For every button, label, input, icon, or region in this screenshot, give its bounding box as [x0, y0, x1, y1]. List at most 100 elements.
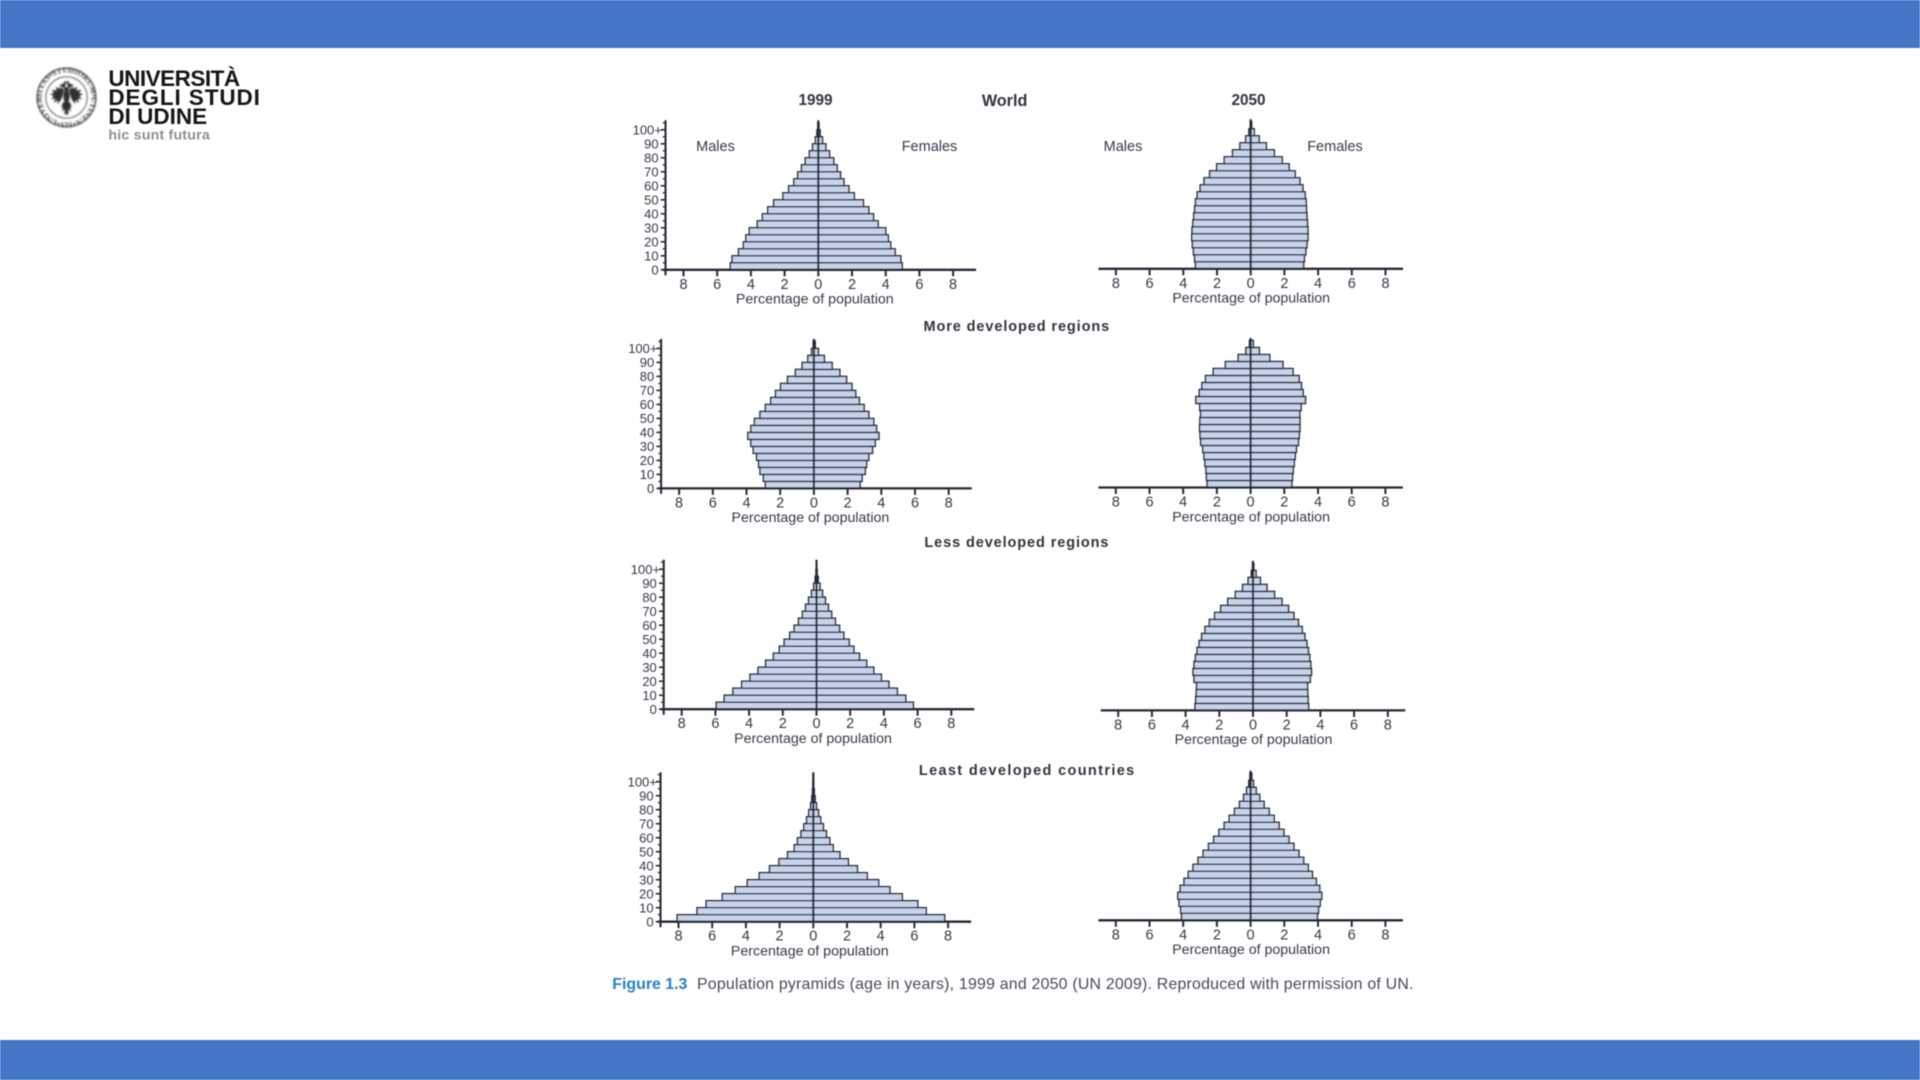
svg-text:8: 8 [945, 495, 953, 511]
svg-text:2: 2 [1213, 276, 1221, 292]
svg-text:4: 4 [1314, 927, 1322, 943]
svg-text:Females: Females [902, 139, 958, 155]
svg-text:10: 10 [640, 467, 654, 482]
svg-text:2050: 2050 [1231, 92, 1265, 109]
svg-text:20: 20 [639, 886, 653, 901]
svg-text:6: 6 [915, 277, 923, 293]
svg-text:8: 8 [1381, 276, 1389, 292]
svg-text:4: 4 [880, 716, 888, 732]
svg-text:Percentage of population: Percentage of population [732, 510, 890, 526]
svg-text:World: World [982, 92, 1028, 110]
svg-text:30: 30 [642, 660, 656, 675]
svg-text:20: 20 [644, 235, 658, 250]
svg-text:6: 6 [1348, 927, 1356, 943]
svg-text:90: 90 [644, 137, 658, 152]
svg-text:70: 70 [639, 816, 653, 831]
svg-text:4: 4 [1179, 495, 1187, 511]
svg-text:8: 8 [947, 716, 955, 732]
svg-text:6: 6 [1348, 495, 1356, 511]
svg-text:8: 8 [679, 277, 687, 293]
svg-text:4: 4 [1316, 717, 1324, 733]
svg-text:0: 0 [1247, 276, 1255, 292]
svg-text:8: 8 [1381, 495, 1389, 511]
svg-text:6: 6 [709, 495, 717, 511]
svg-text:0: 0 [647, 481, 654, 496]
svg-text:4: 4 [877, 929, 885, 945]
svg-text:0: 0 [646, 914, 653, 929]
svg-text:50: 50 [644, 193, 658, 208]
svg-text:6: 6 [1145, 927, 1153, 943]
svg-text:2: 2 [1280, 276, 1288, 292]
svg-text:4: 4 [877, 495, 885, 511]
svg-text:50: 50 [642, 632, 656, 647]
svg-text:30: 30 [644, 221, 658, 236]
svg-text:8: 8 [675, 495, 683, 511]
svg-text:6: 6 [708, 929, 716, 945]
svg-text:6: 6 [1348, 276, 1356, 292]
svg-text:0: 0 [810, 495, 818, 511]
svg-text:6: 6 [1145, 495, 1153, 511]
svg-text:2: 2 [776, 929, 784, 945]
svg-text:1999: 1999 [798, 92, 832, 109]
svg-text:2: 2 [848, 277, 856, 293]
svg-text:6: 6 [713, 277, 721, 293]
svg-text:2: 2 [846, 716, 854, 732]
svg-text:70: 70 [642, 604, 656, 619]
svg-text:100+: 100+ [628, 774, 657, 789]
svg-text:Females: Females [1307, 139, 1363, 155]
svg-text:DI UDINE: DI UDINE [108, 104, 207, 129]
svg-text:8: 8 [1112, 927, 1120, 943]
svg-text:6: 6 [911, 495, 919, 511]
svg-text:0: 0 [1247, 927, 1255, 943]
svg-text:6: 6 [914, 716, 922, 732]
svg-text:4: 4 [747, 277, 755, 293]
svg-text:30: 30 [640, 439, 654, 454]
svg-text:40: 40 [642, 646, 656, 661]
svg-text:6: 6 [711, 716, 719, 732]
svg-text:100+: 100+ [633, 123, 662, 138]
svg-text:4: 4 [882, 277, 890, 293]
svg-text:6: 6 [1350, 717, 1358, 733]
svg-text:8: 8 [674, 929, 682, 945]
svg-text:Percentage of population: Percentage of population [736, 292, 894, 308]
svg-text:50: 50 [639, 844, 653, 859]
svg-text:4: 4 [1314, 495, 1322, 511]
svg-text:60: 60 [642, 618, 656, 633]
svg-text:100+: 100+ [628, 341, 657, 356]
svg-text:8: 8 [949, 277, 957, 293]
svg-text:40: 40 [640, 425, 654, 440]
svg-text:90: 90 [642, 576, 656, 591]
svg-text:80: 80 [639, 802, 653, 817]
svg-text:60: 60 [639, 830, 653, 845]
svg-text:40: 40 [639, 858, 653, 873]
svg-text:10: 10 [642, 688, 656, 703]
svg-text:2: 2 [779, 716, 787, 732]
svg-text:4: 4 [742, 495, 750, 511]
svg-text:60: 60 [640, 397, 654, 412]
svg-text:8: 8 [1381, 927, 1389, 943]
svg-text:0: 0 [1249, 717, 1257, 733]
svg-text:2: 2 [1213, 495, 1221, 511]
svg-text:0: 0 [812, 716, 820, 732]
svg-text:2: 2 [844, 495, 852, 511]
svg-text:70: 70 [640, 383, 654, 398]
svg-text:2: 2 [776, 495, 784, 511]
svg-text:Percentage of population: Percentage of population [1172, 291, 1330, 307]
svg-text:UNIVERSITÀ: UNIVERSITÀ [108, 66, 240, 91]
svg-text:Least developed countries: Least developed countries [919, 763, 1136, 779]
svg-text:8: 8 [1112, 276, 1120, 292]
svg-text:2: 2 [781, 277, 789, 293]
svg-text:2: 2 [1283, 717, 1291, 733]
svg-text:0: 0 [650, 702, 657, 717]
svg-text:8: 8 [944, 929, 952, 945]
svg-text:Males: Males [1104, 139, 1143, 155]
svg-text:8: 8 [1384, 717, 1392, 733]
svg-text:Percentage of population: Percentage of population [734, 731, 892, 747]
svg-text:8: 8 [1114, 717, 1122, 733]
svg-text:80: 80 [640, 369, 654, 384]
svg-text:80: 80 [644, 151, 658, 166]
svg-text:2: 2 [1280, 927, 1288, 943]
svg-text:70: 70 [644, 165, 658, 180]
svg-text:Percentage of population: Percentage of population [731, 944, 889, 960]
svg-text:0: 0 [814, 277, 822, 293]
